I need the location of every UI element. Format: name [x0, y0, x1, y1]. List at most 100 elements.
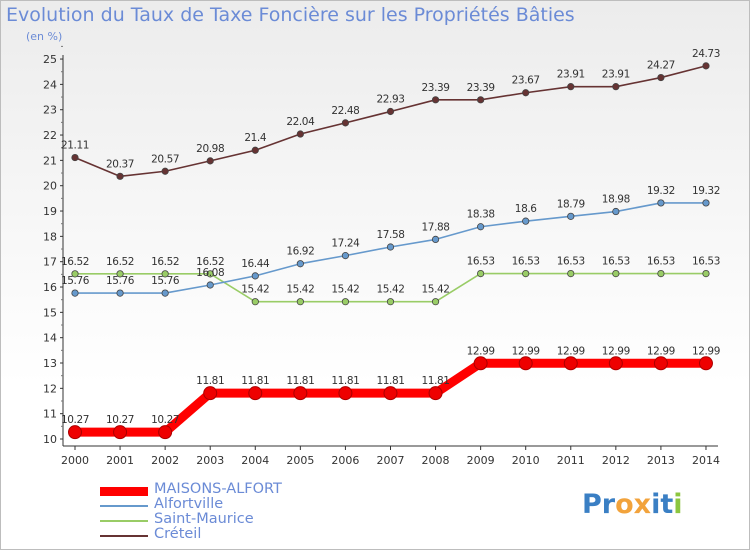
data-point — [116, 172, 124, 180]
data-point — [296, 260, 304, 268]
data-label: 19.32 — [647, 185, 675, 197]
data-point — [158, 425, 173, 440]
y-tick-label: 14 — [43, 332, 57, 345]
data-label: 16.52 — [61, 256, 89, 268]
data-point — [71, 289, 79, 297]
data-label: 16.53 — [692, 256, 720, 268]
data-point — [657, 73, 665, 82]
data-label: 23.67 — [512, 75, 540, 87]
data-label: 15.42 — [286, 284, 314, 296]
data-label: 10.27 — [151, 414, 179, 426]
data-point — [251, 272, 259, 280]
y-tick-label: 17 — [43, 256, 57, 269]
y-tick-label: 20 — [43, 180, 57, 193]
data-point — [386, 107, 395, 116]
x-tick-label: 2006 — [331, 454, 359, 467]
data-point — [206, 281, 214, 289]
data-point — [702, 269, 710, 278]
data-point — [116, 289, 124, 297]
legend-label: Créteil — [154, 526, 202, 542]
data-point — [251, 298, 259, 306]
y-tick-label: 24 — [43, 78, 57, 91]
data-point — [296, 130, 304, 138]
data-label: 15.42 — [376, 284, 404, 296]
data-label: 16.92 — [286, 246, 314, 258]
x-tick-label: 2000 — [61, 454, 89, 467]
y-tick-label: 16 — [43, 281, 57, 294]
data-point — [567, 212, 575, 220]
unit-label: (en %) — [26, 30, 63, 43]
data-label: 18.6 — [515, 203, 537, 215]
data-point — [477, 223, 485, 231]
data-point — [113, 425, 128, 440]
data-point — [116, 270, 124, 278]
x-tick-label: 2004 — [241, 454, 269, 467]
data-point — [567, 269, 575, 278]
data-point — [206, 270, 214, 278]
data-label: 15.76 — [106, 275, 135, 287]
data-point — [206, 157, 214, 165]
data-label: 15.42 — [331, 284, 359, 296]
data-point — [698, 356, 713, 371]
data-point — [341, 119, 350, 127]
data-label: 10.27 — [61, 414, 89, 426]
data-point — [612, 207, 620, 216]
data-point — [203, 386, 218, 401]
y-tick-label: 10 — [43, 433, 57, 446]
data-label: 21.4 — [244, 132, 266, 144]
data-point — [161, 167, 169, 175]
data-label: 16.44 — [241, 258, 270, 270]
data-label: 16.53 — [602, 256, 630, 268]
data-label: 11.81 — [241, 375, 269, 387]
x-tick-label: 2009 — [467, 454, 495, 467]
data-labels: 10.27 10.27 10.27 11.81 11.81 11.81 11.81 11.81… — [61, 48, 720, 426]
data-label: 15.76 — [61, 275, 90, 287]
data-label: 11.81 — [286, 375, 314, 387]
data-label: 15.76 — [151, 275, 180, 287]
y-tick-label: 18 — [43, 230, 57, 243]
data-point — [161, 289, 169, 297]
data-label: 16.53 — [512, 256, 540, 268]
data-point — [477, 269, 485, 278]
x-tick-label: 2014 — [692, 454, 720, 467]
data-label: 11.81 — [422, 375, 450, 387]
data-label: 11.81 — [196, 375, 224, 387]
x-tick-label: 2002 — [151, 454, 179, 467]
y-tick-label: 23 — [43, 104, 57, 117]
x-tick-label: 2012 — [602, 454, 630, 467]
data-point — [428, 386, 443, 401]
data-label: 22.48 — [331, 105, 359, 117]
data-label: 16.53 — [467, 256, 495, 268]
data-label: 10.27 — [106, 414, 134, 426]
data-point — [477, 96, 485, 104]
data-point — [71, 270, 79, 278]
legend-label: Saint-Maurice — [154, 511, 254, 527]
data-point — [657, 199, 665, 207]
data-point — [71, 153, 79, 162]
data-label: 12.99 — [557, 345, 585, 357]
legend-swatch — [100, 487, 148, 496]
data-label: 12.99 — [467, 345, 495, 357]
data-label: 16.53 — [557, 256, 585, 268]
legend-label: MAISONS-ALFORT — [154, 481, 282, 497]
data-point — [431, 298, 440, 306]
data-label: 17.88 — [422, 221, 450, 233]
data-label: 18.79 — [557, 198, 585, 210]
data-label: 23.39 — [467, 82, 495, 94]
data-label: 22.93 — [376, 93, 404, 105]
data-point — [161, 270, 169, 278]
data-point — [68, 425, 82, 440]
data-label: 16.08 — [196, 267, 224, 279]
data-point — [522, 89, 530, 97]
data-label: 12.99 — [647, 345, 675, 357]
data-point — [522, 269, 530, 278]
data-label: 11.81 — [331, 375, 359, 387]
axes: 10 11 12 13 14 15 16 17 18 19 20 21 22 23 24 25 2000 2001… — [43, 45, 720, 467]
data-label: 23.91 — [557, 69, 585, 81]
data-label: 20.98 — [196, 143, 224, 155]
data-label: 12.99 — [512, 345, 540, 357]
data-point — [657, 269, 665, 278]
data-point — [383, 386, 398, 401]
